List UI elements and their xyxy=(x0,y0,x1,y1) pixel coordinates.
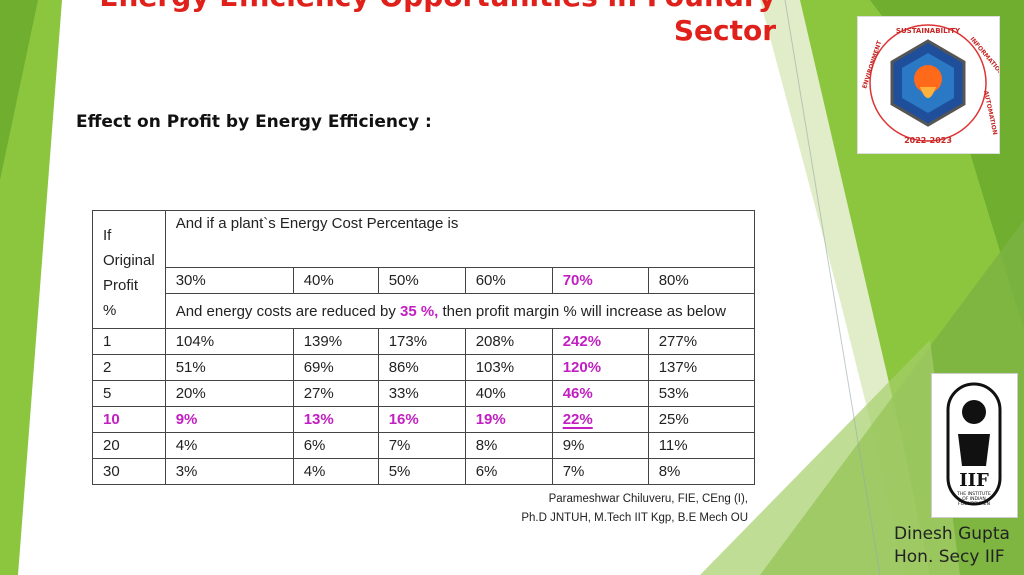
value-cell: 5% xyxy=(377,458,466,485)
value-cell: 7% xyxy=(377,432,466,459)
value-cell: 22% xyxy=(551,406,649,433)
value-cell: 4% xyxy=(292,458,379,485)
table-row: 2 51% 69% 86% 103% 120% 137% xyxy=(92,354,755,381)
logo-year: 2022-2023 xyxy=(904,136,952,145)
value-cell: 9% xyxy=(551,432,649,459)
value-cell: 173% xyxy=(377,328,466,355)
profit-cell: 20 xyxy=(92,432,166,459)
logo-ladle-icon xyxy=(958,434,990,466)
value-cell: 13% xyxy=(292,406,379,433)
pct-cell: 80% xyxy=(647,267,755,294)
sustainability-logo: SUSTAINABILITY ENVIRONMENT INFORMATION A… xyxy=(857,16,1004,154)
left-green-strip xyxy=(0,0,62,575)
value-cell: 3% xyxy=(164,458,294,485)
table-header-row: If Original Profit % And if a plant`s En… xyxy=(92,210,755,329)
value-cell: 139% xyxy=(292,328,379,355)
profit-cell: 30 xyxy=(92,458,166,485)
value-cell: 208% xyxy=(464,328,553,355)
profit-cell: 2 xyxy=(92,354,166,381)
corner-cell: If Original Profit % xyxy=(92,210,166,329)
value-cell: 6% xyxy=(292,432,379,459)
value-cell: 6% xyxy=(464,458,553,485)
author-name: Dinesh Gupta Hon. Secy IIF xyxy=(894,524,1010,567)
logo-iif-mark: IIF xyxy=(959,470,989,491)
pct-cell: 60% xyxy=(464,267,553,294)
reduction-prefix: And energy costs are reduced by xyxy=(175,302,400,320)
value-cell: 137% xyxy=(647,354,755,381)
reduction-row: And energy costs are reduced by 35 %, th… xyxy=(93,293,755,329)
percentage-row: 30% 40% 50% 60% 70% 80% xyxy=(93,267,755,294)
value-cell: 277% xyxy=(647,328,755,355)
value-cell: 51% xyxy=(164,354,294,381)
corner-line: Profit % xyxy=(103,276,139,319)
credit-line: Parameshwar Chiluveru, FIE, CEng (I), xyxy=(548,493,748,505)
reduction-cell: And energy costs are reduced by 35 %, th… xyxy=(164,293,755,329)
logo-right2-text: AUTOMATION xyxy=(982,90,998,136)
value-cell: 16% xyxy=(377,406,466,433)
logo-furnace-icon xyxy=(914,65,942,93)
value-cell: 242% xyxy=(551,328,649,355)
logo-top-text: SUSTAINABILITY xyxy=(896,27,961,35)
logo-flame-icon xyxy=(920,87,936,98)
pct-cell: 50% xyxy=(377,267,466,294)
value-cell: 11% xyxy=(647,432,755,459)
logo-line3: FOUNDRYMEN xyxy=(958,501,990,507)
table-row-highlight: 10 9% 13% 16% 19% 22% 25% xyxy=(92,406,755,433)
slide-title: Energy Efficiency Opportunities in Found… xyxy=(99,0,776,47)
pct-cell: 40% xyxy=(292,267,379,294)
logo-worker-icon xyxy=(962,400,986,424)
iif-logo: IIF THE INSTITUTE OF INDIAN FOUNDRYMEN xyxy=(931,373,1018,518)
value-cell: 120% xyxy=(551,354,649,381)
value-cell: 69% xyxy=(292,354,379,381)
value-cell: 103% xyxy=(464,354,553,381)
bottom-light-facet xyxy=(700,340,960,575)
left-green-facet xyxy=(0,0,38,180)
pct-cell: 70% xyxy=(551,267,649,294)
value-cell: 9% xyxy=(164,406,294,433)
value-cell: 20% xyxy=(164,380,294,407)
value-cell: 46% xyxy=(551,380,649,407)
facet-line xyxy=(784,0,881,575)
value-cell: 25% xyxy=(647,406,755,433)
credit-block: Parameshwar Chiluveru, FIE, CEng (I), Ph… xyxy=(521,490,748,528)
value-cell: 19% xyxy=(464,406,553,433)
table-row: 30 3% 4% 5% 6% 7% 8% xyxy=(92,458,755,485)
reduction-suffix: then profit margin % will increase as be… xyxy=(438,302,726,320)
logo-line2: OF INDIAN xyxy=(962,496,986,502)
table-row: 20 4% 6% 7% 8% 9% 11% xyxy=(92,432,755,459)
profit-table: If Original Profit % And if a plant`s En… xyxy=(92,210,755,485)
logo-line1: THE INSTITUTE xyxy=(956,491,991,497)
profit-cell: 5 xyxy=(92,380,166,407)
corner-line: If xyxy=(103,226,112,244)
credit-line: Ph.D JNTUH, M.Tech IIT Kgp, B.E Mech OU xyxy=(521,512,748,524)
value-cell: 8% xyxy=(464,432,553,459)
table-row: 1 104% 139% 173% 208% 242% 277% xyxy=(92,328,755,355)
energy-cost-header: And if a plant`s Energy Cost Percentage … xyxy=(164,210,755,268)
value-cell: 104% xyxy=(164,328,294,355)
corner-line: Original xyxy=(103,251,155,269)
reduction-value: 35 %, xyxy=(399,302,439,320)
table-row: 5 20% 27% 33% 40% 46% 53% xyxy=(92,380,755,407)
value-cell: 27% xyxy=(292,380,379,407)
profit-cell: 1 xyxy=(92,328,166,355)
pct-cell: 30% xyxy=(164,267,294,294)
profit-cell: 10 xyxy=(92,406,166,433)
value-cell: 53% xyxy=(647,380,755,407)
value-cell: 33% xyxy=(377,380,466,407)
value-cell: 8% xyxy=(647,458,755,485)
value-cell: 4% xyxy=(164,432,294,459)
value-cell: 40% xyxy=(464,380,553,407)
value-cell: 7% xyxy=(551,458,649,485)
slide-subtitle: Effect on Profit by Energy Efficiency : xyxy=(76,112,432,132)
value-cell: 86% xyxy=(377,354,466,381)
